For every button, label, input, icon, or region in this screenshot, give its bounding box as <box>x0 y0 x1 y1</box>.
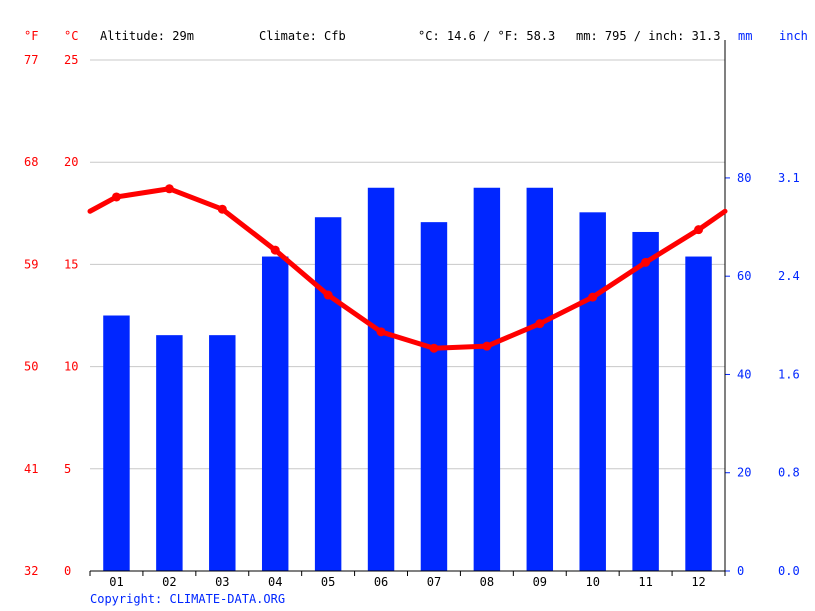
temperature-point <box>588 292 598 302</box>
celsius-tick-label: 0 <box>64 564 71 578</box>
inch-tick-label: 1.6 <box>778 367 800 381</box>
precipitation-bar <box>526 187 554 571</box>
temperature-point <box>164 184 174 194</box>
celsius-tick-label: 10 <box>64 360 78 374</box>
fahrenheit-tick-label: 68 <box>24 155 38 169</box>
celsius-unit-label: °C <box>64 29 79 43</box>
copyright-link[interactable]: Copyright: CLIMATE-DATA.ORG <box>90 592 286 606</box>
temperature-point <box>482 341 492 351</box>
precipitation-bar <box>156 335 183 571</box>
month-label: 10 <box>585 575 599 589</box>
celsius-tick-label: 20 <box>64 155 78 169</box>
month-label: 06 <box>374 575 388 589</box>
temperature-point <box>641 257 651 267</box>
month-label: 12 <box>691 575 705 589</box>
month-label: 09 <box>533 575 547 589</box>
total-precipitation-label: mm: 795 / inch: 31.3 <box>576 29 721 43</box>
temperature-line <box>87 186 728 351</box>
celsius-tick-label: 15 <box>64 257 78 271</box>
precipitation-bar <box>473 187 501 571</box>
mm-tick-label: 80 <box>737 171 751 185</box>
precipitation-bar <box>314 217 342 571</box>
fahrenheit-tick-label: 59 <box>24 257 38 271</box>
temperature-point <box>376 327 386 337</box>
temperature-point <box>535 319 545 329</box>
fahrenheit-tick-label: 77 <box>24 53 38 67</box>
mm-tick-label: 60 <box>737 269 751 283</box>
fahrenheit-tick-label: 41 <box>24 462 38 476</box>
precipitation-bar <box>103 315 130 571</box>
mm-unit-label: mm <box>738 29 753 43</box>
inch-tick-label: 0.0 <box>778 564 800 578</box>
temperature-point <box>694 225 704 235</box>
precipitation-bar <box>685 256 712 571</box>
mm-tick-label: 0 <box>737 564 744 578</box>
altitude-label: Altitude: 29m <box>100 29 194 43</box>
precipitation-bar <box>209 335 236 571</box>
precipitation-bar <box>367 187 395 571</box>
average-temperature-label: °C: 14.6 / °F: 58.3 <box>418 29 556 43</box>
inch-tick-label: 2.4 <box>778 269 800 283</box>
inch-tick-label: 3.1 <box>778 171 800 185</box>
month-label: 05 <box>321 575 335 589</box>
fahrenheit-tick-label: 50 <box>24 360 38 374</box>
temperature-point <box>323 290 333 300</box>
celsius-tick-label: 25 <box>64 53 78 67</box>
month-label: 04 <box>268 575 282 589</box>
fahrenheit-tick-label: 32 <box>24 564 38 578</box>
precipitation-bar <box>420 222 448 571</box>
month-label: 11 <box>638 575 652 589</box>
mm-tick-label: 40 <box>737 367 751 381</box>
inch-tick-label: 0.8 <box>778 466 800 480</box>
month-label: 01 <box>109 575 123 589</box>
temperature-point <box>270 245 280 255</box>
celsius-tick-label: 5 <box>64 462 71 476</box>
precipitation-bar <box>579 212 606 571</box>
temperature-point <box>429 343 439 353</box>
precipitation-bar <box>261 256 289 571</box>
month-label: 07 <box>427 575 441 589</box>
mm-tick-label: 20 <box>737 466 751 480</box>
month-label: 02 <box>162 575 176 589</box>
precipitation-bar <box>632 231 659 571</box>
inch-unit-label: inch <box>779 29 808 43</box>
month-label: 08 <box>480 575 494 589</box>
month-label: 03 <box>215 575 229 589</box>
temperature-point <box>217 204 227 214</box>
fahrenheit-unit-label: °F <box>24 29 39 43</box>
temperature-point <box>111 192 121 202</box>
climate-label: Climate: Cfb <box>259 29 346 43</box>
